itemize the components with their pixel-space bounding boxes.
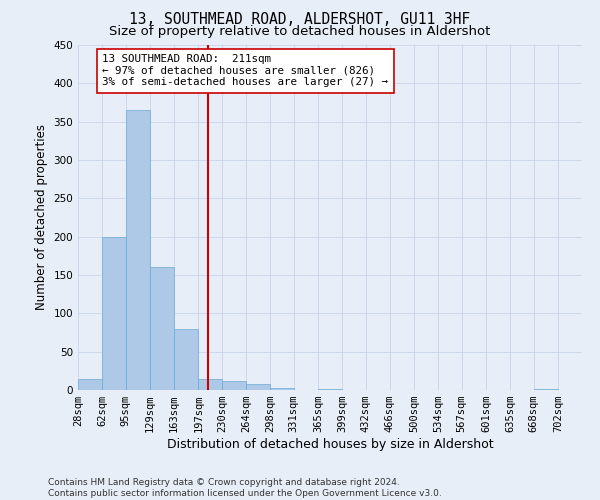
- X-axis label: Distribution of detached houses by size in Aldershot: Distribution of detached houses by size …: [167, 438, 493, 451]
- Bar: [222, 381, 246, 390]
- Bar: [78, 378, 102, 390]
- Bar: [150, 268, 174, 390]
- Text: 13, SOUTHMEAD ROAD, ALDERSHOT, GU11 3HF: 13, SOUTHMEAD ROAD, ALDERSHOT, GU11 3HF: [130, 12, 470, 28]
- Y-axis label: Number of detached properties: Number of detached properties: [35, 124, 48, 310]
- Bar: [533, 389, 558, 390]
- Text: 13 SOUTHMEAD ROAD:  211sqm
← 97% of detached houses are smaller (826)
3% of semi: 13 SOUTHMEAD ROAD: 211sqm ← 97% of detac…: [102, 54, 388, 88]
- Bar: [246, 384, 270, 390]
- Bar: [318, 389, 342, 390]
- Bar: [270, 388, 293, 390]
- Bar: [102, 236, 125, 390]
- Bar: [125, 110, 150, 390]
- Text: Contains HM Land Registry data © Crown copyright and database right 2024.
Contai: Contains HM Land Registry data © Crown c…: [48, 478, 442, 498]
- Text: Size of property relative to detached houses in Aldershot: Size of property relative to detached ho…: [109, 25, 491, 38]
- Bar: [199, 378, 222, 390]
- Bar: [174, 328, 199, 390]
